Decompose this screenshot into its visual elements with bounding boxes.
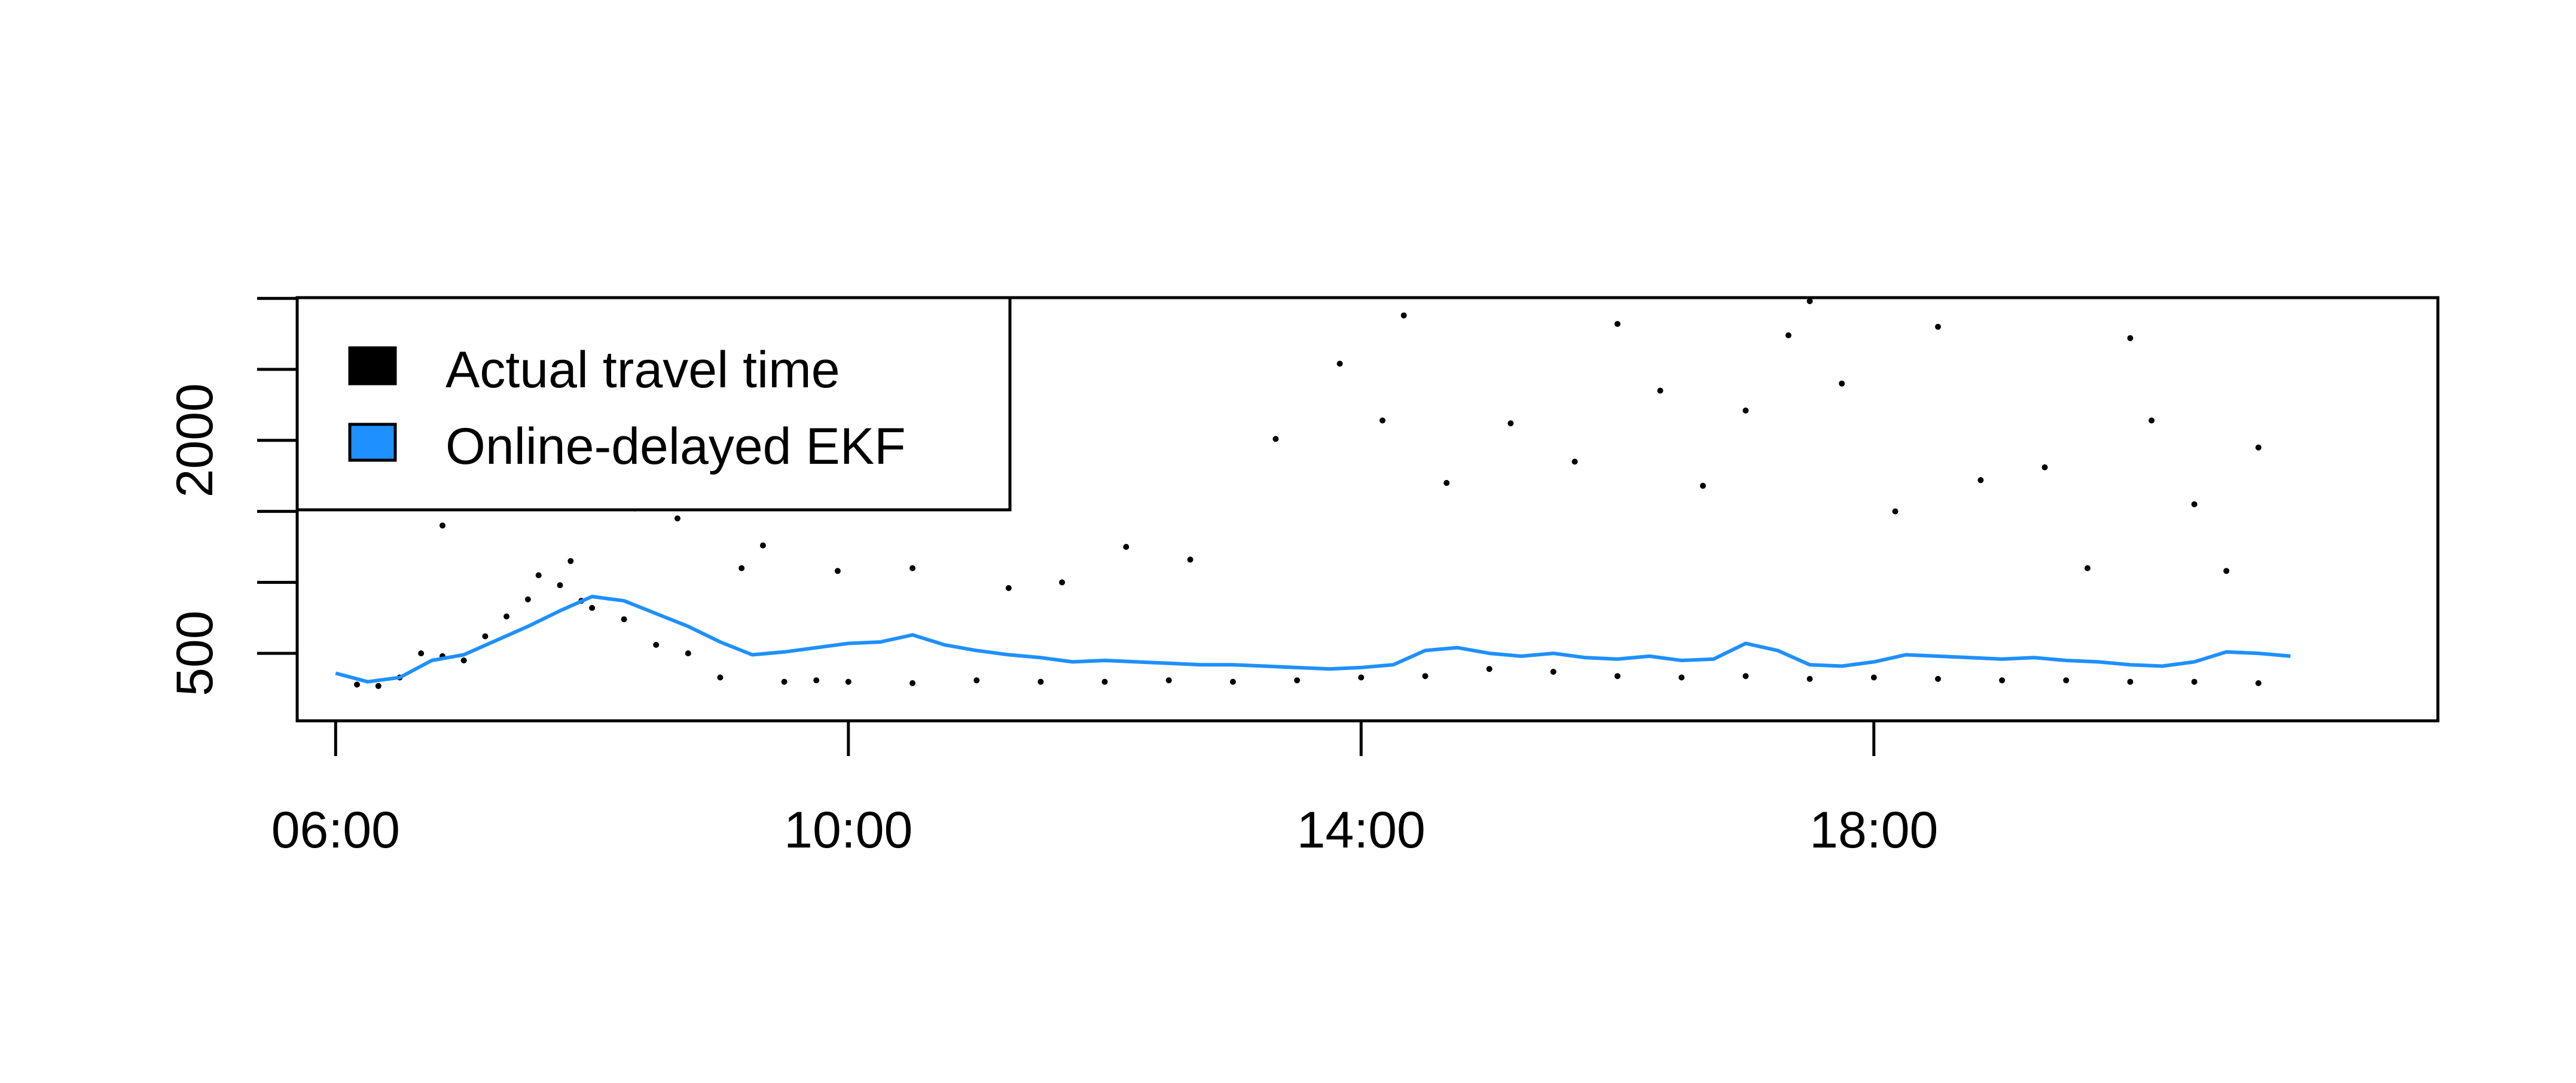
data-point-actual-travel-time <box>1358 674 1365 681</box>
data-point-actual-travel-time <box>1806 298 1813 304</box>
data-point-actual-travel-time <box>2191 678 2197 685</box>
data-point-actual-travel-time <box>1678 674 1685 681</box>
data-point-actual-travel-time <box>1657 387 1664 394</box>
data-point-actual-travel-time <box>2223 568 2230 574</box>
data-point-actual-travel-time <box>1486 666 1493 672</box>
data-point-actual-travel-time <box>1806 675 1813 682</box>
data-point-actual-travel-time <box>1037 678 1044 685</box>
data-point-actual-travel-time <box>717 674 724 681</box>
data-point-actual-travel-time <box>2148 417 2155 424</box>
data-point-actual-travel-time <box>845 678 851 685</box>
data-point-actual-travel-time <box>354 681 360 688</box>
legend-label-online-delayed-ekf: Online-delayed EKF <box>445 418 906 475</box>
data-point-actual-travel-time <box>503 613 510 620</box>
data-point-actual-travel-time <box>1699 482 1706 489</box>
data-point-actual-travel-time <box>1400 312 1407 319</box>
data-point-actual-travel-time <box>1999 677 2006 684</box>
data-point-actual-travel-time <box>1005 585 1012 591</box>
data-point-actual-travel-time <box>1550 669 1556 675</box>
legend-swatch-actual-travel-time <box>348 346 397 386</box>
data-point-actual-travel-time <box>589 605 596 611</box>
data-point-actual-travel-time <box>1123 544 1130 550</box>
series-line-online-delayed-ekf <box>335 595 2291 684</box>
y-tick-label: 2000 <box>166 383 224 497</box>
data-point-actual-travel-time <box>567 558 574 564</box>
x-tick-label: 06:00 <box>271 801 400 859</box>
data-point-actual-travel-time <box>557 582 563 589</box>
data-point-actual-travel-time <box>813 677 820 684</box>
data-point-actual-travel-time <box>2255 444 2261 451</box>
data-point-actual-travel-time <box>2084 565 2091 571</box>
x-tick-label: 10:00 <box>784 801 912 859</box>
data-point-actual-travel-time <box>1742 407 1749 414</box>
data-point-actual-travel-time <box>375 683 381 689</box>
x-axis: 06:00 10:00 14:00 18:00 <box>271 719 1938 859</box>
data-point-actual-travel-time <box>1187 556 1194 563</box>
x-tick-label: 14:00 <box>1297 801 1426 859</box>
data-point-actual-travel-time <box>781 678 788 685</box>
data-point-actual-travel-time <box>418 650 425 657</box>
data-point-actual-travel-time <box>1507 420 1514 427</box>
data-point-actual-travel-time <box>738 565 745 571</box>
data-point-actual-travel-time <box>1294 677 1301 684</box>
data-point-actual-travel-time <box>1229 678 1236 685</box>
data-point-actual-travel-time <box>460 657 467 663</box>
data-point-actual-travel-time <box>2063 677 2070 684</box>
data-point-actual-travel-time <box>1272 436 1279 442</box>
data-point-actual-travel-time <box>1571 458 1578 465</box>
data-point-actual-travel-time <box>1839 380 1845 387</box>
data-point-actual-travel-time <box>909 565 915 571</box>
data-point-actual-travel-time <box>1935 675 1941 682</box>
data-point-actual-travel-time <box>1101 678 1108 685</box>
data-point-actual-travel-time <box>1870 674 1877 681</box>
x-tick-label: 18:00 <box>1809 801 1938 859</box>
legend-swatch-online-delayed-ekf <box>348 423 397 462</box>
data-point-actual-travel-time <box>439 522 445 529</box>
data-point-actual-travel-time <box>1614 673 1620 680</box>
data-point-actual-travel-time <box>1977 477 1984 484</box>
data-point-actual-travel-time <box>759 542 766 549</box>
data-point-actual-travel-time <box>482 633 489 640</box>
data-point-actual-travel-time <box>1443 480 1450 486</box>
data-point-actual-travel-time <box>2041 464 2048 470</box>
data-point-actual-travel-time <box>973 677 980 684</box>
data-point-actual-travel-time <box>1614 321 1620 327</box>
legend-box <box>295 296 1012 512</box>
data-point-actual-travel-time <box>524 596 531 602</box>
legend-label-actual-travel-time: Actual travel time <box>445 341 840 399</box>
data-point-actual-travel-time <box>1935 323 1941 330</box>
data-point-actual-travel-time <box>535 572 542 579</box>
data-point-actual-travel-time <box>1742 673 1749 680</box>
data-point-actual-travel-time <box>2191 501 2197 507</box>
data-point-actual-travel-time <box>1892 508 1899 515</box>
data-point-actual-travel-time <box>674 515 680 522</box>
y-tick-label: 500 <box>166 610 224 696</box>
data-point-actual-travel-time <box>909 680 915 686</box>
data-point-actual-travel-time <box>1422 673 1429 680</box>
data-point-actual-travel-time <box>653 641 660 648</box>
data-point-actual-travel-time <box>621 616 627 623</box>
data-point-actual-travel-time <box>685 650 691 657</box>
data-point-actual-travel-time <box>2127 335 2134 341</box>
data-point-actual-travel-time <box>1165 677 1172 684</box>
data-point-actual-travel-time <box>1785 332 1791 338</box>
data-point-actual-travel-time <box>1059 579 1066 586</box>
data-point-actual-travel-time <box>1379 417 1385 424</box>
data-point-actual-travel-time <box>1336 360 1343 367</box>
data-point-actual-travel-time <box>2255 680 2261 686</box>
legend: Actual travel time Online-delayed EKF <box>295 296 1012 512</box>
data-point-actual-travel-time <box>2127 678 2134 685</box>
data-point-actual-travel-time <box>834 568 841 574</box>
